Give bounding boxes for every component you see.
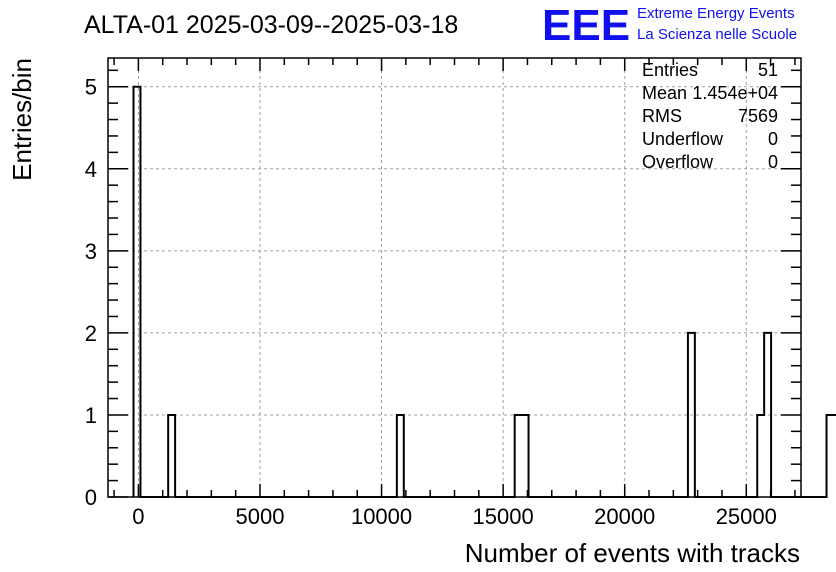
y-tick-label: 5 (85, 75, 97, 100)
y-tick-label: 3 (85, 239, 97, 264)
x-tick-label: 15000 (473, 504, 534, 529)
axis-ticks (108, 58, 801, 498)
histogram-bin (134, 87, 141, 497)
stats-value: 1.454e+04 (692, 83, 778, 103)
chart-title: ALTA-01 2025-03-09--2025-03-18 (84, 11, 458, 39)
x-tick-label: 5000 (235, 504, 284, 529)
histogram-bin (397, 415, 404, 497)
x-tick-label: 20000 (594, 504, 655, 529)
logo-mark: EEE (542, 1, 630, 50)
plot-frame (107, 57, 802, 498)
logo-line-1: Extreme Energy Events (637, 5, 795, 22)
histogram-bin (827, 415, 834, 497)
stats-label: RMS (642, 106, 682, 126)
stats-label: Mean (642, 83, 687, 103)
y-tick-label: 2 (85, 321, 97, 346)
eee-logo: EEE Extreme Energy Events La Scienza nel… (542, 1, 797, 50)
tick-labels: 0 5000 10000 15000 20000 25000 0 1 2 3 4 5 (85, 75, 777, 529)
stats-value: 0 (768, 129, 778, 149)
stats-label: Underflow (642, 129, 724, 149)
stats-value: 0 (768, 152, 778, 172)
histogram-bin (168, 415, 175, 497)
stats-box: Entries 51 Mean 1.454e+04 RMS 7569 Underflow 0 O… (642, 60, 778, 172)
x-axis-title: Number of events with tracks (465, 538, 800, 568)
stats-label: Overflow (642, 152, 714, 172)
stats-value: 51 (758, 60, 778, 80)
x-tick-label: 0 (132, 504, 144, 529)
logo-line-2: La Scienza nelle Scuole (637, 26, 797, 43)
y-axis-title: Entries/bin (7, 58, 37, 181)
histogram-bin (757, 415, 764, 497)
y-tick-label: 1 (85, 403, 97, 428)
histogram-outline (132, 85, 836, 498)
histogram-series (132, 85, 836, 498)
x-tick-label: 10000 (351, 504, 412, 529)
histogram-bin (522, 415, 529, 497)
x-tick-label: 25000 (716, 504, 777, 529)
stats-label: Entries (642, 60, 698, 80)
grid (108, 58, 801, 497)
stats-value: 7569 (738, 106, 778, 126)
y-tick-label: 4 (85, 157, 97, 182)
y-tick-label: 0 (85, 485, 97, 510)
histogram-bin (515, 415, 522, 497)
